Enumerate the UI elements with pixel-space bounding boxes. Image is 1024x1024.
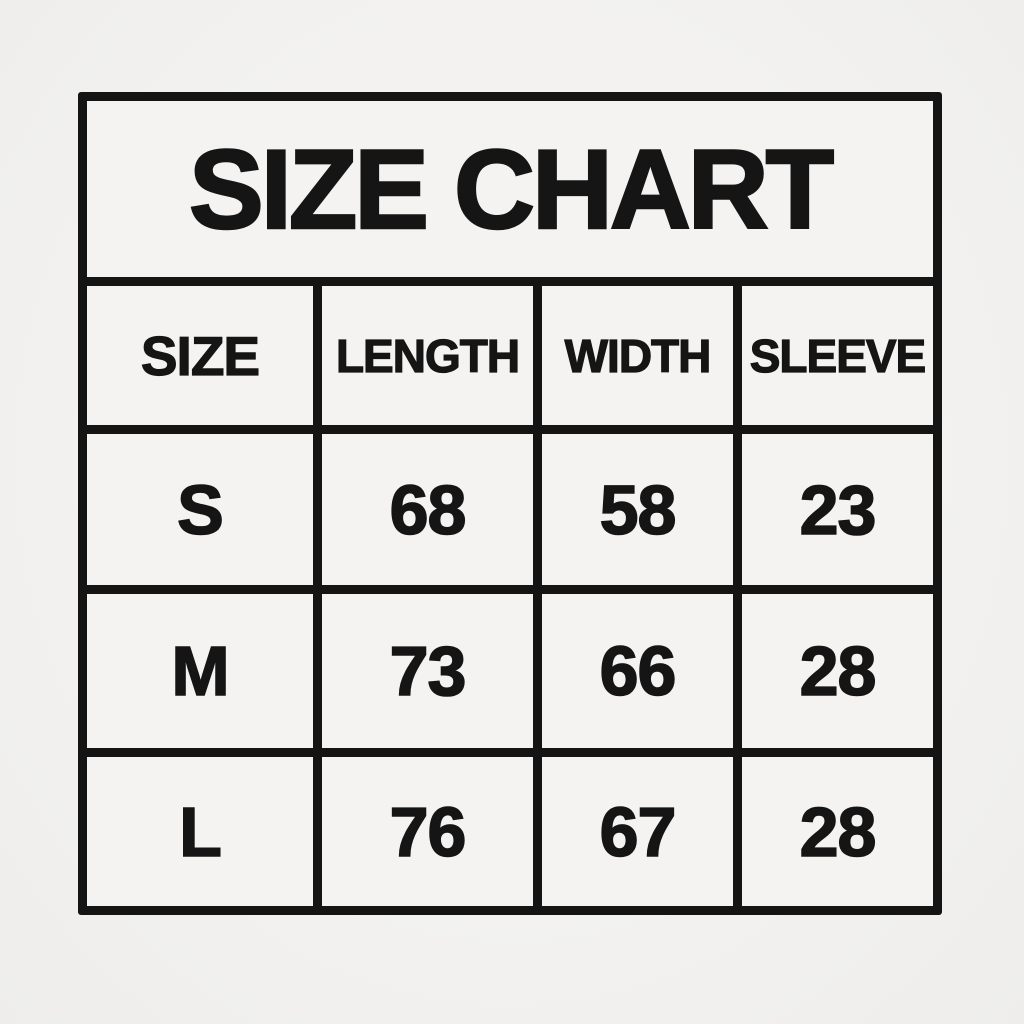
row-s-length-value: 68 [322, 434, 533, 585]
column-header-length: LENGTH [322, 286, 533, 425]
row-m-width-value: 66 [542, 594, 733, 748]
row-m-length-value: 73 [322, 594, 533, 748]
column-header-width: WIDTH [542, 286, 733, 425]
row-l-sleeve-value: 28 [742, 757, 933, 906]
row-l-size-label: L [87, 757, 313, 906]
column-header-size: SIZE [87, 286, 313, 425]
size-chart-table: SIZE CHART SIZE LENGTH WIDTH SLEEVE S 68… [78, 92, 942, 915]
row-s-width-value: 58 [542, 434, 733, 585]
row-s-sleeve-value: 23 [742, 434, 933, 585]
row-m-sleeve-value: 28 [742, 594, 933, 748]
chart-title: SIZE CHART [87, 101, 933, 277]
row-l-length-value: 76 [322, 757, 533, 906]
row-l-width-value: 67 [542, 757, 733, 906]
row-s-size-label: S [87, 434, 313, 585]
column-header-sleeve: SLEEVE [742, 286, 933, 425]
row-m-size-label: M [87, 594, 313, 748]
